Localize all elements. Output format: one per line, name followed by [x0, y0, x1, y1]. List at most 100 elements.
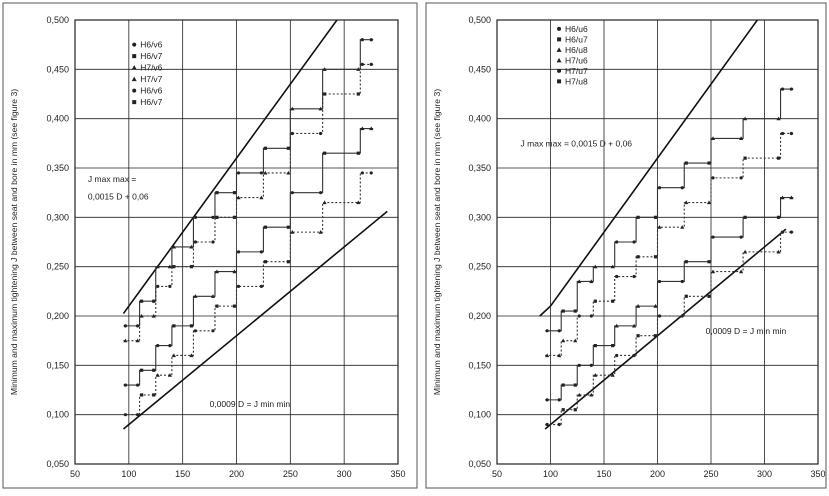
data-point	[259, 284, 264, 288]
x-tick-label: 250	[283, 469, 298, 479]
step-series-4	[545, 231, 794, 426]
data-point	[593, 299, 597, 303]
legend-label: H6/u8	[565, 45, 588, 55]
data-point	[318, 230, 323, 234]
data-point	[780, 131, 785, 136]
data-point	[286, 170, 291, 175]
data-point	[211, 329, 215, 333]
step-series-4	[123, 172, 374, 416]
x-tick-label: 100	[121, 469, 136, 479]
y-tick-label: 0,450	[468, 64, 491, 74]
data-point	[573, 338, 578, 343]
plot-area	[122, 20, 388, 430]
data-point	[789, 87, 793, 91]
data-point	[789, 230, 793, 234]
data-point	[636, 334, 640, 338]
data-point	[653, 255, 658, 259]
data-point	[653, 304, 658, 308]
data-point	[286, 225, 290, 229]
data-point	[611, 299, 615, 303]
data-point	[135, 338, 140, 343]
lower-bound-label: 0,0009 D = J min min	[706, 326, 787, 336]
data-point	[743, 249, 748, 254]
data-point	[152, 368, 156, 372]
data-point	[611, 344, 615, 348]
y-axis-title: Minimum and maximum tightening J between…	[9, 89, 19, 395]
data-point	[211, 240, 215, 244]
data-point	[577, 279, 582, 284]
data-point	[263, 260, 268, 264]
data-point	[168, 284, 172, 288]
y-tick-label: 0,250	[468, 262, 491, 272]
data-point	[215, 215, 219, 219]
data-point	[171, 244, 176, 249]
data-point	[123, 338, 128, 343]
data-point	[610, 373, 615, 377]
data-point	[360, 62, 364, 66]
legend-marker	[557, 37, 562, 42]
data-point	[615, 274, 619, 279]
data-point	[172, 265, 176, 269]
step-series-1	[545, 88, 794, 332]
y-tick-label: 0,300	[46, 212, 69, 222]
legend-marker	[132, 88, 137, 93]
data-point	[232, 215, 237, 219]
y-tick-label: 0,100	[468, 410, 491, 420]
x-tick-label: 50	[492, 469, 502, 479]
data-point	[151, 313, 156, 318]
data-point	[615, 240, 619, 244]
data-point	[636, 215, 640, 219]
data-point	[561, 309, 565, 313]
legend-marker	[556, 47, 562, 52]
data-point	[139, 313, 144, 318]
data-point	[653, 215, 658, 219]
y-tick-label: 0,150	[468, 360, 491, 370]
data-point	[323, 151, 327, 155]
y-tick-label: 0,050	[46, 459, 69, 469]
x-tick-label: 100	[543, 469, 558, 479]
x-tick-label: 200	[650, 469, 665, 479]
data-point	[710, 269, 716, 274]
data-point	[680, 225, 685, 229]
data-point	[168, 344, 172, 348]
data-point	[172, 324, 176, 328]
data-point	[545, 398, 549, 402]
data-point	[711, 235, 715, 239]
data-point	[684, 161, 688, 165]
data-point	[707, 161, 711, 165]
data-point	[189, 244, 194, 249]
data-point	[589, 314, 593, 318]
data-point	[152, 393, 156, 397]
x-tick-label: 50	[70, 469, 80, 479]
data-point	[290, 106, 295, 111]
data-point	[557, 329, 561, 333]
data-point	[323, 92, 327, 96]
data-point	[236, 250, 241, 254]
legend-marker	[557, 26, 562, 31]
data-point	[167, 264, 172, 269]
step-series-2	[123, 63, 374, 342]
data-point	[215, 191, 219, 195]
upper-bound-label: J max max = 0,0015 D + 0,06	[521, 138, 633, 148]
data-point	[680, 314, 684, 318]
data-point	[573, 309, 577, 313]
left-chart: 50 100 150 200 250 300 350 0,050 0,100 0,150 0,200…	[2, 2, 418, 489]
data-point	[263, 146, 268, 150]
data-point	[236, 171, 241, 175]
legend-marker	[132, 42, 137, 47]
y-tick-label: 0,250	[46, 262, 69, 272]
data-point	[319, 191, 323, 195]
legend-label: H7/v7	[140, 74, 162, 84]
data-point	[136, 324, 140, 328]
legend-marker	[132, 100, 137, 105]
data-point	[155, 373, 160, 377]
panel-border	[425, 2, 827, 489]
legend-marker	[131, 76, 137, 82]
data-point	[573, 383, 577, 387]
x-tick-label: 300	[757, 469, 772, 479]
panel-border	[2, 2, 418, 489]
data-point	[776, 156, 781, 160]
data-point	[211, 215, 215, 219]
legend-label: H7/v6	[140, 63, 162, 73]
data-point	[743, 116, 748, 121]
